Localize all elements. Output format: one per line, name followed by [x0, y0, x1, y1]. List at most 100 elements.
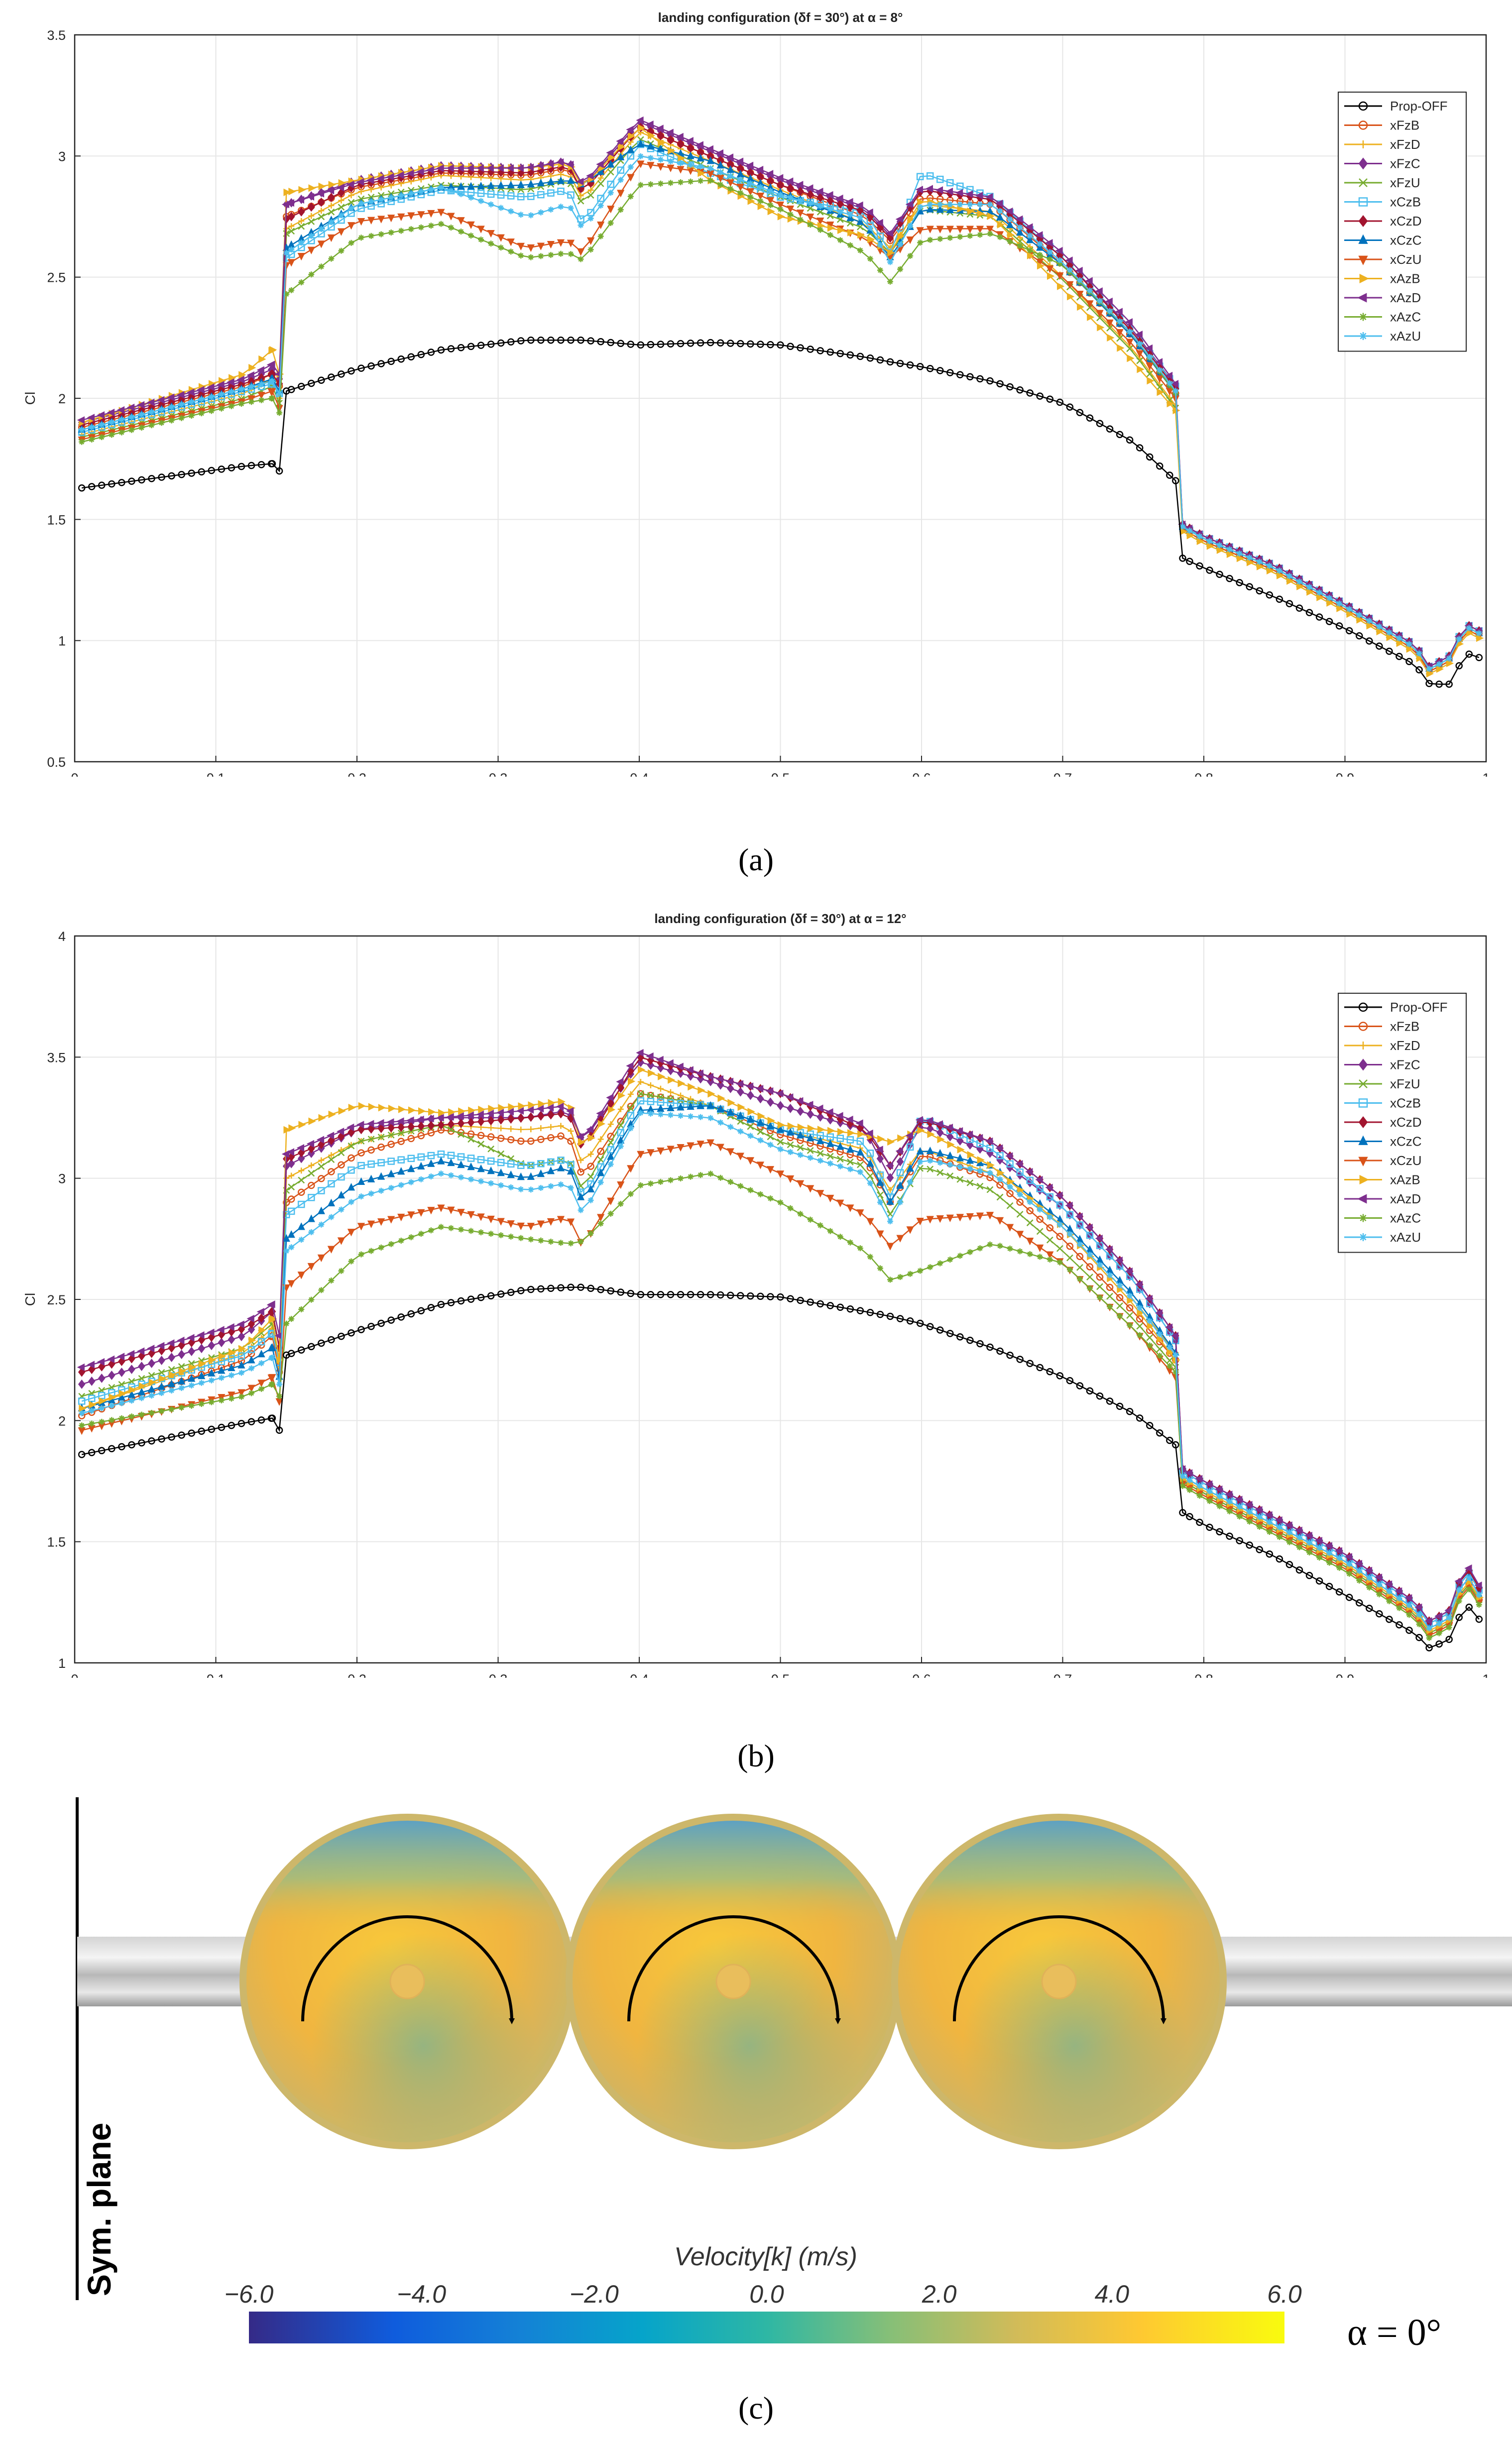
data-point	[887, 1277, 894, 1283]
data-point	[447, 213, 455, 221]
data-point	[178, 1385, 185, 1391]
data-point	[637, 1151, 645, 1159]
data-point	[298, 239, 305, 246]
data-point	[965, 190, 973, 198]
data-point	[1107, 1272, 1113, 1279]
data-point	[1126, 436, 1134, 444]
data-point	[846, 1158, 854, 1165]
data-point	[877, 1265, 883, 1272]
propeller-disk-1	[239, 1814, 575, 2149]
data-point	[1055, 1191, 1063, 1199]
x-tick-label: 0.9	[1336, 771, 1355, 777]
data-point	[756, 192, 765, 201]
data-point	[1025, 223, 1033, 231]
data-point	[915, 1116, 923, 1124]
data-point	[507, 338, 515, 346]
data-point	[597, 233, 604, 239]
data-point	[528, 212, 534, 219]
data-point	[218, 1423, 226, 1431]
data-point	[737, 1292, 744, 1299]
data-point	[1136, 350, 1144, 358]
data-point	[547, 1166, 555, 1174]
data-point	[1145, 344, 1153, 352]
data-point	[1405, 1627, 1413, 1634]
data-point	[727, 340, 734, 347]
data-point	[717, 1174, 724, 1181]
data-point	[856, 1307, 864, 1314]
data-point	[1436, 665, 1444, 673]
x-tick-label: 0.3	[489, 1672, 508, 1678]
data-point	[367, 1160, 375, 1168]
data-point	[1196, 533, 1203, 540]
chart-title: landing configuration (δf = 30°) at α = …	[658, 10, 903, 25]
data-point	[298, 1237, 305, 1243]
data-point	[716, 175, 724, 183]
data-point	[447, 1206, 455, 1214]
data-point	[467, 182, 475, 190]
data-point	[1056, 272, 1064, 280]
data-point	[218, 1375, 225, 1381]
data-point	[496, 1109, 504, 1117]
data-point	[497, 1218, 505, 1226]
data-point	[617, 143, 626, 151]
data-point	[297, 382, 305, 390]
data-point	[667, 1112, 674, 1118]
data-point	[328, 1152, 335, 1159]
data-point	[747, 1133, 754, 1139]
data-point	[747, 1187, 754, 1193]
data-point	[597, 221, 605, 230]
data-point	[846, 1145, 854, 1153]
data-point	[458, 229, 464, 235]
x-tick-label: 0.8	[1194, 1672, 1213, 1678]
data-point	[247, 1418, 255, 1425]
data-point	[1036, 258, 1044, 266]
data-point	[109, 1402, 115, 1409]
data-point	[1007, 1245, 1013, 1252]
data-point	[537, 336, 545, 344]
data-point	[637, 1090, 644, 1097]
data-point	[497, 1159, 505, 1166]
data-point	[1306, 1539, 1313, 1546]
data-point	[168, 472, 175, 480]
data-point	[517, 337, 525, 345]
data-point	[308, 1194, 315, 1201]
data-point	[477, 181, 485, 190]
data-point	[876, 1154, 884, 1164]
data-point	[1137, 1332, 1143, 1338]
data-point	[197, 1331, 205, 1339]
data-point	[886, 1197, 894, 1205]
data-point	[88, 483, 96, 490]
data-point	[1125, 318, 1133, 326]
data-point	[1026, 389, 1034, 397]
data-point	[478, 236, 484, 243]
data-point	[907, 1179, 914, 1185]
data-point	[138, 424, 145, 431]
data-point	[916, 227, 924, 235]
data-point	[128, 1386, 136, 1394]
data-point	[836, 199, 844, 209]
legend-label: xFzB	[1390, 118, 1419, 133]
data-point	[826, 1139, 834, 1147]
x-tick-label: 0.5	[771, 771, 790, 777]
data-point	[178, 1377, 186, 1385]
data-point	[138, 476, 145, 484]
data-point	[508, 1184, 514, 1190]
data-point	[916, 1218, 924, 1226]
data-point	[437, 1157, 445, 1164]
data-point	[528, 1126, 534, 1133]
data-point	[896, 1181, 904, 1189]
data-point	[1316, 1545, 1323, 1551]
data-point	[796, 209, 805, 218]
data-point	[398, 1237, 404, 1244]
data-point	[786, 177, 794, 185]
data-point	[298, 1306, 305, 1312]
data-point	[1277, 572, 1284, 580]
series-line	[81, 1286, 1480, 1649]
data-point	[827, 1160, 833, 1166]
data-point	[507, 192, 515, 200]
data-point	[1166, 1357, 1173, 1364]
data-point	[1314, 1536, 1322, 1545]
data-point	[208, 1332, 216, 1342]
data-point	[497, 339, 505, 347]
data-point	[1006, 1163, 1014, 1172]
